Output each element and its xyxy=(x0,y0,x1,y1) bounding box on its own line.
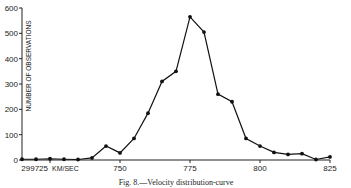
background xyxy=(0,0,351,188)
x-tick xyxy=(120,160,121,163)
data-point xyxy=(90,156,94,160)
y-tick xyxy=(19,134,22,135)
data-point xyxy=(146,111,150,115)
data-point xyxy=(160,80,164,84)
y-tick xyxy=(19,8,22,9)
title: Fig. 8.—Velocity distribution-curve xyxy=(119,178,234,187)
data-point xyxy=(62,157,66,161)
data-point xyxy=(286,153,290,157)
x-axis-label: KM/SEC xyxy=(52,165,79,172)
x-tick xyxy=(330,160,331,163)
chart-container: 0 100 200 300 400 500 600 299725 750 775 800 825 KM/… xyxy=(0,0,351,188)
x-tick-label: 750 xyxy=(113,164,127,173)
data-point xyxy=(300,152,304,156)
data-point xyxy=(104,144,108,148)
y-tick xyxy=(19,33,22,34)
data-point xyxy=(34,157,38,161)
plot-area xyxy=(20,15,332,161)
data-point xyxy=(216,92,220,96)
x-tick-label: 299725 xyxy=(21,164,48,173)
y-tick-label: 0 xyxy=(14,156,19,165)
y-tick xyxy=(19,109,22,110)
y-tick xyxy=(19,84,22,85)
y-tick-label: 600 xyxy=(5,4,19,13)
y-tick-label: 400 xyxy=(5,55,19,64)
data-point xyxy=(188,15,192,19)
y-tick-label: 300 xyxy=(5,80,19,89)
data-line xyxy=(22,17,330,160)
data-point xyxy=(202,30,206,34)
data-point xyxy=(118,151,122,155)
x-tick-label: 775 xyxy=(183,164,197,173)
data-point xyxy=(314,158,318,162)
data-point xyxy=(76,158,80,162)
data-point xyxy=(258,144,262,148)
data-point xyxy=(328,155,332,159)
y-tick-label: 200 xyxy=(5,105,19,114)
x-tick-label: 800 xyxy=(253,164,267,173)
data-point xyxy=(244,137,248,141)
data-point xyxy=(20,157,24,161)
chart-svg: 0 100 200 300 400 500 600 299725 750 775 800 825 KM/… xyxy=(0,0,351,188)
data-point xyxy=(132,137,136,141)
x-tick-label: 825 xyxy=(323,164,337,173)
data-point xyxy=(48,157,52,161)
y-tick-label: 500 xyxy=(5,29,19,38)
y-axis-label: NUMBER OF OBSERVATIONS xyxy=(25,20,32,112)
data-point xyxy=(272,151,276,155)
x-tick xyxy=(260,160,261,163)
y-tick xyxy=(19,58,22,59)
x-tick xyxy=(190,160,191,163)
y-tick-label: 100 xyxy=(5,131,19,140)
data-point xyxy=(174,69,178,73)
data-point xyxy=(230,100,234,104)
